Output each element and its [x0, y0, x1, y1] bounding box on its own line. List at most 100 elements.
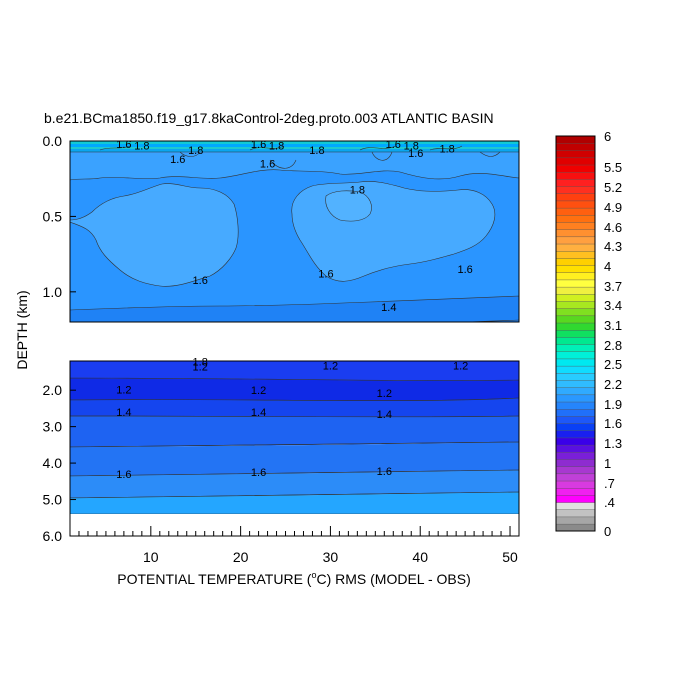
contour-label: 1.2 — [193, 361, 208, 373]
colorbar-swatch — [555, 135, 596, 144]
colorbar-swatch — [555, 150, 596, 159]
colorbar-swatch — [555, 487, 596, 496]
contour-label: 1.6 — [170, 154, 185, 166]
lower-y-axis: 2.0 3.0 4.0 5.0 6.0 — [43, 382, 76, 544]
colorbar-label: 3.7 — [604, 279, 622, 294]
colorbar-swatch — [555, 408, 596, 417]
x-axis: 10 20 30 40 50 — [78, 526, 518, 565]
colorbar-swatch — [555, 207, 596, 216]
colorbar-swatch — [555, 458, 596, 467]
colorbar-swatch — [555, 178, 596, 187]
contour-labels: 1.6 1.8 1.81.61.6 1.81.61.81.6 1.81.6 1.81.81… — [116, 139, 473, 481]
colorbar-swatch — [555, 401, 596, 410]
colorbar-swatch — [555, 243, 596, 252]
upper-panel: 0.0 0.5 1.0 — [43, 133, 520, 323]
colorbar-label: 4 — [604, 259, 611, 274]
x-tick-label: 50 — [502, 549, 518, 565]
upper-panel-frame — [69, 140, 520, 323]
contour-label: 1.6 — [318, 269, 333, 281]
lower-band-1-0 — [70, 377, 519, 402]
contour-label: 1.6 — [457, 264, 472, 276]
colorbar-swatch — [555, 502, 596, 510]
upper-blob-left — [70, 183, 239, 287]
x-tick-label: 30 — [323, 549, 339, 565]
colorbar-swatch — [555, 358, 596, 367]
lower-contour-fill — [70, 361, 519, 536]
x-axis-title-pre: POTENTIAL TEMPERATURE ( — [117, 571, 312, 587]
colorbar-swatch — [555, 494, 596, 503]
colorbar-swatch — [555, 229, 596, 238]
colorbar-label: 4.9 — [604, 200, 622, 215]
colorbar-swatch — [555, 300, 596, 309]
upper-y-axis: 0.0 0.5 1.0 — [43, 133, 76, 300]
colorbar-swatch — [555, 387, 596, 396]
colorbar-swatch — [555, 344, 596, 352]
y-tick-label: 2.0 — [43, 382, 63, 398]
lower-panel: 2.0 3.0 4.0 5.0 6.0 10 20 30 40 50 — [43, 360, 520, 565]
x-axis-title: POTENTIAL TEMPERATURE (oC) RMS (MODEL - … — [117, 570, 471, 587]
upper-inner-blob — [325, 190, 372, 222]
colorbar-swatch — [555, 308, 596, 317]
contour-label: 1.8 — [350, 184, 365, 196]
colorbar-label: 4.3 — [604, 239, 622, 254]
colorbar-label: 1.9 — [604, 397, 622, 412]
colorbar-label: 4.6 — [604, 220, 622, 235]
colorbar-swatch — [555, 279, 596, 288]
contour-label: 1.2 — [377, 388, 392, 400]
colorbar-swatch — [555, 523, 596, 532]
colorbar-label: 2.8 — [604, 338, 622, 353]
contour-label: 1.6 — [251, 139, 266, 151]
colorbar-swatch — [555, 336, 596, 345]
colorbar-label: 3.4 — [604, 298, 622, 313]
x-axis-title-post: C) RMS (MODEL - OBS) — [316, 571, 470, 587]
y-tick-label: 5.0 — [43, 492, 63, 508]
lower-band-1-4 — [70, 415, 519, 448]
contour-label: 1.8 — [309, 145, 324, 157]
colorbar-swatch — [555, 351, 596, 360]
x-axis-title-sup: o — [311, 570, 316, 580]
contour-label: 1.8 — [134, 141, 149, 153]
lower-band-1-7 — [70, 491, 519, 515]
contour-label: 1.6 — [116, 139, 131, 151]
x-tick-label: 20 — [233, 549, 249, 565]
colorbar-swatch — [555, 221, 596, 230]
colorbar: 6 5.5 5.2 4.9 4.6 4.3 4 3.7 3.4 3.1 2.8 2.5 2.2 1.9 1.… — [555, 129, 622, 539]
contour-label: 1.6 — [260, 159, 275, 171]
surface-feature — [99, 145, 501, 169]
colorbar-swatch — [555, 214, 596, 223]
colorbar-swatch — [555, 423, 596, 431]
y-tick-label: 1.0 — [43, 284, 63, 300]
y-tick-label: 3.0 — [43, 419, 63, 435]
colorbar-swatch — [555, 451, 596, 460]
colorbar-swatch — [555, 257, 596, 266]
colorbar-label: 1.3 — [604, 436, 622, 451]
y-tick-label: 4.0 — [43, 455, 63, 471]
colorbar-swatch — [555, 164, 596, 173]
colorbar-swatch — [555, 265, 596, 273]
colorbar-label: .7 — [604, 476, 615, 491]
contour-label: 1.6 — [116, 469, 131, 481]
upper-band-1-6 — [70, 295, 519, 322]
colorbar-swatch — [555, 193, 596, 202]
colorbar-swatch — [555, 286, 596, 295]
colorbar-frame — [555, 135, 596, 532]
contour-label: 1.2 — [251, 385, 266, 397]
chart-title: b.e21.BCma1850.f19_g17.8kaControl-2deg.p… — [44, 110, 494, 126]
x-tick-label: 40 — [412, 549, 428, 565]
contour-label: 1.4 — [116, 407, 131, 419]
contour-label: 1.6 — [386, 139, 401, 151]
colorbar-swatch — [555, 473, 596, 482]
colorbar-swatch — [555, 480, 596, 489]
colorbar-swatch — [555, 509, 596, 518]
colorbar-swatch — [555, 415, 596, 424]
contour-label: 1.4 — [251, 407, 266, 419]
contour-label: 1.8 — [440, 144, 455, 156]
y-tick-label: 6.0 — [43, 528, 63, 544]
colorbar-label: 5.2 — [604, 180, 622, 195]
colorbar-swatch — [555, 322, 596, 331]
surface-band — [70, 141, 519, 144]
surface-band — [70, 149, 519, 152]
contour-label: 1.8 — [193, 357, 208, 369]
colorbar-swatch — [555, 200, 596, 209]
